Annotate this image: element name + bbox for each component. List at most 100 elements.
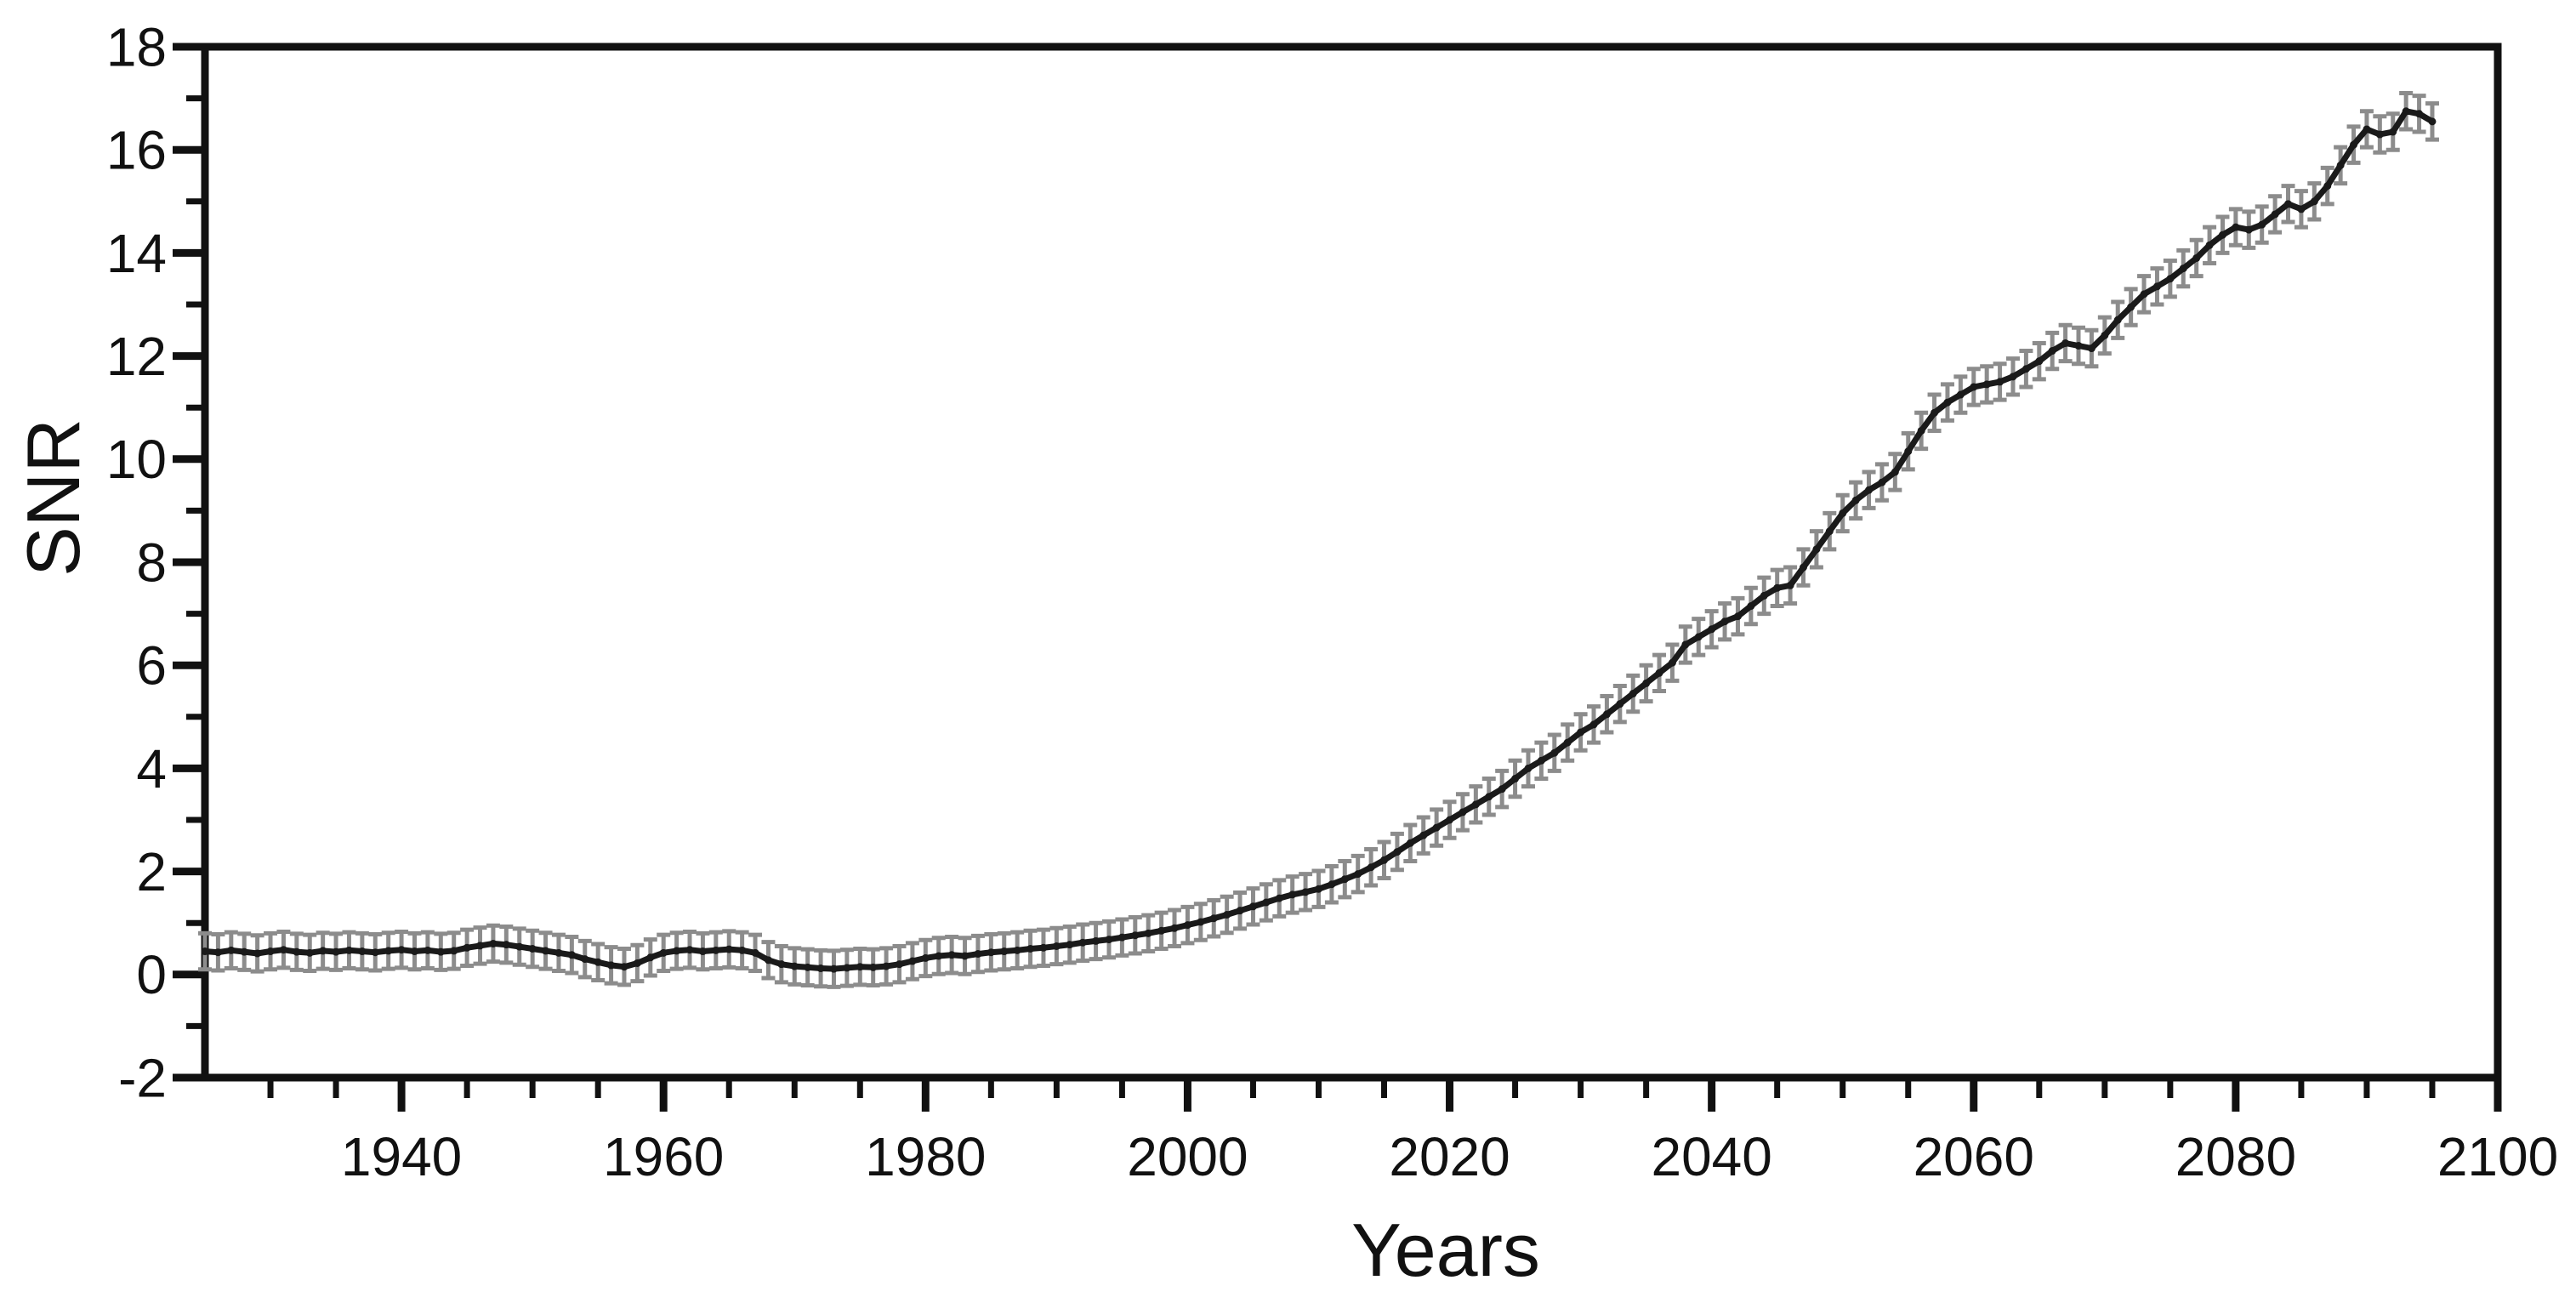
plot-generated-content: 1940 1960 1980 2000 2020 2040 2060 2080 2100 -2 0 2…: [106, 16, 2558, 1187]
x-tick-label: 2040: [1651, 1126, 1771, 1187]
data-point: [358, 947, 367, 956]
data-point: [2415, 110, 2424, 118]
data-point: [987, 948, 995, 957]
data-point: [843, 964, 851, 972]
data-point: [2152, 282, 2161, 291]
data-point: [673, 947, 681, 955]
data-point: [908, 957, 917, 965]
data-point: [2310, 197, 2318, 206]
data-point: [397, 946, 406, 954]
data-point: [2009, 373, 2017, 381]
data-point: [1013, 946, 1021, 954]
data-point: [777, 960, 786, 969]
data-point: [698, 947, 707, 956]
data-point: [1117, 933, 1126, 942]
data-point: [2113, 316, 2122, 324]
data-point: [1511, 775, 1520, 783]
data-point: [1066, 941, 1074, 949]
data-point: [1616, 700, 1624, 708]
data-point: [961, 952, 970, 960]
data-point: [2074, 341, 2083, 350]
data-point: [2389, 128, 2397, 136]
data-point: [816, 964, 825, 973]
data-point: [1367, 863, 1375, 872]
data-point: [2244, 225, 2253, 234]
data-point: [974, 950, 982, 959]
data-point: [1917, 426, 1925, 435]
data-point: [1498, 785, 1506, 794]
data-point: [1092, 936, 1100, 945]
y-tick-label: 0: [136, 944, 167, 1005]
data-point: [515, 942, 524, 951]
data-point: [1183, 921, 1191, 930]
data-point: [463, 943, 471, 952]
y-tick-label: 14: [106, 223, 167, 284]
data-point: [1393, 848, 1402, 856]
data-point: [1904, 447, 1913, 456]
data-point: [935, 952, 943, 960]
data-point: [869, 963, 878, 971]
data-point: [804, 963, 812, 971]
data-point: [450, 947, 458, 955]
x-tick-label: 1940: [341, 1126, 462, 1187]
data-point: [1446, 816, 1454, 824]
data-point: [213, 948, 222, 957]
data-point: [1301, 888, 1310, 896]
data-point: [2022, 365, 2030, 373]
data-point: [1602, 710, 1611, 719]
data-point: [1668, 658, 1676, 667]
data-point: [1262, 898, 1271, 907]
data-point: [2192, 253, 2201, 262]
data-point: [489, 939, 498, 947]
data-point: [1931, 408, 1939, 417]
data-point: [1354, 870, 1362, 879]
data-point: [607, 961, 616, 970]
data-point: [1970, 383, 1978, 391]
data-point: [1629, 690, 1637, 698]
data-point: [896, 960, 904, 969]
y-tick-label: 18: [106, 16, 167, 77]
y-tick-label: 8: [136, 532, 167, 593]
data-point: [725, 945, 733, 953]
data-point: [1197, 918, 1205, 926]
data-point: [751, 948, 759, 957]
data-point: [1314, 885, 1322, 893]
data-point: [2363, 125, 2371, 134]
data-point: [567, 951, 576, 959]
data-point: [2140, 290, 2148, 299]
data-point: [2048, 347, 2056, 356]
data-point: [332, 947, 340, 956]
y-axis-ticks: -2 0 2 4 6 8 10 12 14 16 18: [106, 16, 202, 1108]
y-tick-label: -2: [118, 1047, 167, 1108]
data-point: [2061, 339, 2070, 347]
data-point: [1406, 839, 1414, 847]
data-point: [1078, 938, 1087, 947]
data-point: [1471, 800, 1480, 809]
error-bars: [198, 91, 2439, 989]
data-point: [764, 956, 772, 964]
data-point: [1982, 380, 1991, 389]
data-point: [2101, 331, 2109, 339]
data-point: [1105, 936, 1113, 944]
data-point: [1956, 390, 1965, 399]
y-axis-label: SNR: [11, 418, 95, 577]
y-tick-label: 2: [136, 841, 167, 902]
data-point: [2271, 210, 2279, 219]
data-point: [1681, 640, 1690, 649]
data-point: [1733, 612, 1742, 621]
data-point: [1432, 823, 1441, 832]
data-point: [2127, 303, 2135, 311]
data-point: [1419, 831, 1428, 839]
data-point: [542, 947, 550, 955]
data-point: [1485, 793, 1493, 801]
x-tick-label: 2080: [2175, 1126, 2296, 1187]
data-point: [2179, 265, 2187, 273]
data-point: [227, 946, 236, 954]
data-points: [201, 107, 2437, 973]
data-point: [1878, 478, 1886, 486]
data-point: [2323, 182, 2332, 191]
data-point: [436, 947, 445, 956]
y-tick-label: 10: [106, 429, 167, 490]
data-point: [646, 953, 655, 962]
